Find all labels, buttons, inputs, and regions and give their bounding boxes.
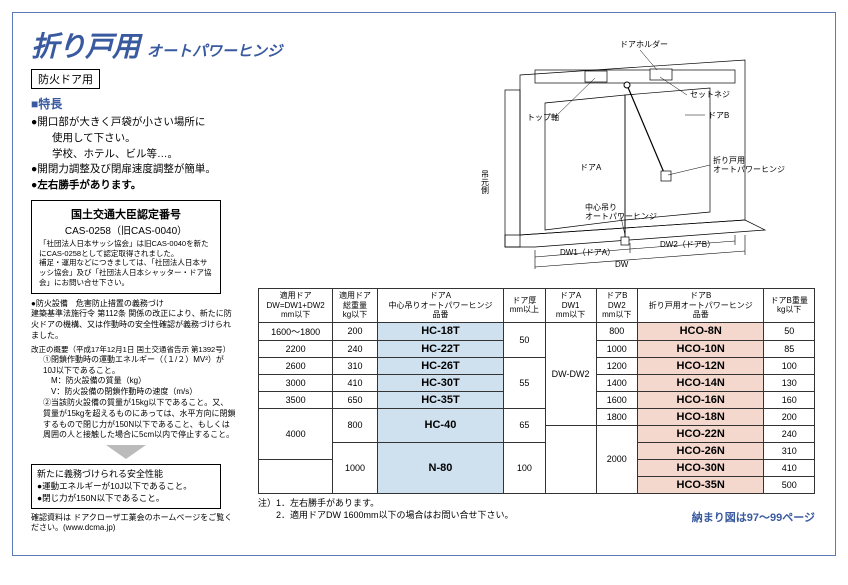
diagram-label: 中心吊り [585,202,617,212]
diagram-label: 折り戸用 [713,155,745,165]
fire-spec-item: ②当該防火設備の質量が15kg以下であること。又、質量が15kgを超えるものにあ… [31,398,236,441]
col-header: ドア厚mm以上 [504,289,545,323]
table-note: 注）1．左右勝手があります。 [258,497,815,510]
diagram-label: DW1（ドアA） [560,248,615,257]
fire-spec-item: M：防火設備の質量（kg） [31,376,236,387]
certification-box: 国土交通大臣認定番号 CAS-0258（旧CAS-0040） 「社団法人日本サッ… [31,200,221,294]
col-header: ドアB折り戸用オートパワーヒンジ品番 [637,289,763,323]
fire-spec-item: ①閉鎖作動時の運動エネルギー（（１/２）MV²）が10J以下であること。 [31,355,236,377]
cert-number: CAS-0258（旧CAS-0040） [39,222,213,237]
footer-note: 確認資料は ドアクローザ工業会のホームページをご覧ください。(www.dcma.… [31,513,236,534]
col-header: ドアADW1mm以下 [545,289,596,323]
spec-table: 適用ドアDW=DW1+DW2mm以下 適用ドア総重量kg以下 ドアA中心吊りオー… [258,288,815,494]
diagram-label: ドアB [708,111,729,120]
spec-table-wrap: 適用ドアDW=DW1+DW2mm以下 適用ドア総重量kg以下 ドアA中心吊りオー… [258,288,815,522]
diagram-label: オートパワーヒンジ [713,165,785,174]
table-row: 1000 N-80 100 HCO-26N 310 [259,442,815,459]
diagram-label: ドアA [580,163,602,172]
col-header: 適用ドア総重量kg以下 [333,289,377,323]
arrow-down-icon [106,445,146,459]
diagram-label: DW2（ドアB） [660,240,715,249]
table-row: 2600 310 HC-26T 55 1200 HCO-12N 100 [259,357,815,374]
fire-spec-rev: 改正の概要（平成17年12月1日 国土交通省告示 第1392号） [31,345,236,355]
new-req-line: ●閉じ力が150N以下であること。 [37,493,215,505]
page-frame: 折り戸用 オートパワーヒンジ 防火ドア用 ■特長 ●開口部が大きく戸袋が小さい場… [12,12,836,556]
title-main: 折り戸用 [31,25,139,65]
fire-spec-block: ●防火設備 危害防止措置の義務づけ建築基準法施行令 第112条 関係の改正により… [31,299,236,442]
fire-spec-item: V：防火設備の閉鎖作動時の速度（m/s） [31,387,236,398]
diagram-label: オートパワーヒンジ [585,212,657,221]
diagram-label: DW [615,260,629,269]
table-row: 4000 800 HC-40 65 1800 HCO-18N 200 [259,408,815,425]
new-req-title: 新たに義務づけられる安全性能 [37,468,215,481]
table-row: 1600〜1800 200 HC-18T 50 DW-DW2 800 HCO-8… [259,322,815,340]
cert-title: 国土交通大臣認定番号 [39,206,213,222]
new-req-line: ●運動エネルギーが10J以下であること。 [37,481,215,493]
product-diagram: ドアホルダー セットネジ トップ軸 ドアB ドアA 折り戸用 オートパワーヒンジ… [435,35,805,275]
title-sub: オートパワーヒンジ [147,40,282,61]
fire-door-badge: 防火ドア用 [31,69,100,89]
diagram-label: ドアホルダー [620,39,668,49]
fire-spec-head: ●防火設備 危害防止措置の義務づけ建築基準法施行令 第112条 関係の改正により… [31,299,236,342]
new-requirement-box: 新たに義務づけられる安全性能 ●運動エネルギーが10J以下であること。 ●閉じ力… [31,464,221,508]
col-header: ドアB重量kg以下 [764,289,815,323]
col-header: 適用ドアDW=DW1+DW2mm以下 [259,289,333,323]
col-header: ドアBDW2mm以下 [596,289,637,323]
cert-body: 「社団法人日本サッシ協会」は旧CAS-0040を新たにCAS-0258として認定… [39,239,213,288]
diagram-label: 吊元側 [481,170,490,194]
arrow-wrap [31,445,221,462]
col-header: ドアA中心吊りオートパワーヒンジ品番 [377,289,503,323]
page-reference: 納まり図は97〜99ページ [692,509,815,525]
diagram-label: セットネジ [690,90,730,99]
diagram-label: トップ軸 [527,112,559,122]
